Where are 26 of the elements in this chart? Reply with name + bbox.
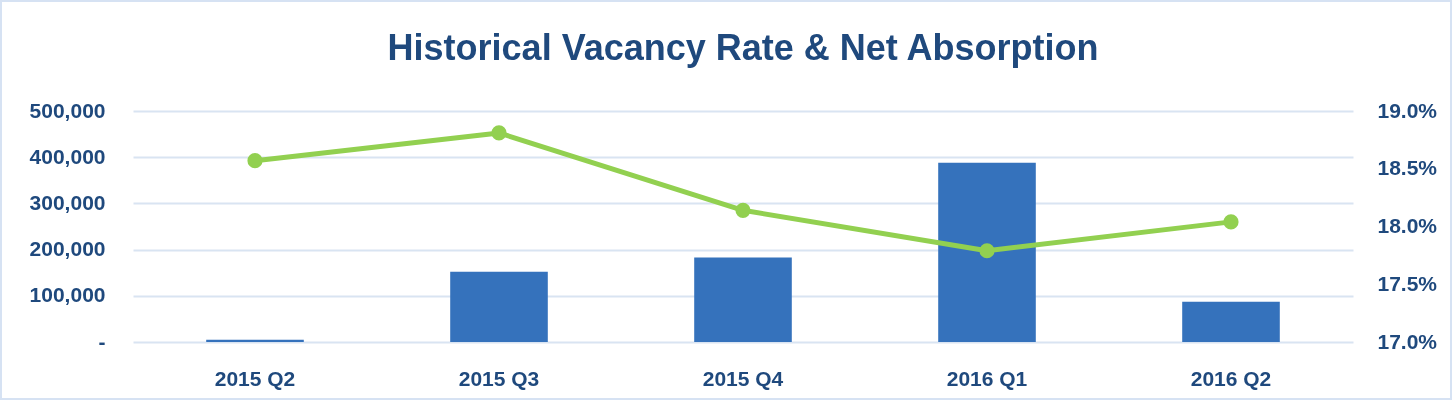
chart-title: Historical Vacancy Rate & Net Absorption [387, 27, 1099, 68]
x-tick-label: 2015 Q3 [458, 366, 540, 390]
bar [938, 162, 1036, 342]
y2-tick-label: 17.5% [1377, 271, 1438, 295]
y2-tick-label: 19.0% [1377, 98, 1438, 122]
bar [1182, 301, 1280, 342]
y2-tick-label: 17.0% [1377, 329, 1438, 353]
bar [694, 257, 792, 342]
y-tick-label: 300,000 [29, 190, 106, 214]
y2-tick-label: 18.5% [1377, 156, 1438, 180]
x-tick-label: 2016 Q1 [946, 366, 1028, 390]
point [735, 202, 751, 218]
x-tick-label: 2015 Q2 [214, 366, 296, 390]
point [247, 153, 263, 169]
y2-tick-label: 18.0% [1377, 214, 1438, 237]
y-tick-label: 200,000 [29, 237, 106, 261]
point [979, 243, 995, 259]
y-tick-label: 400,000 [29, 144, 106, 168]
point [491, 125, 507, 141]
x-tick-label: 2015 Q4 [702, 366, 784, 390]
y-tick-label: 500,000 [29, 98, 106, 122]
point [1223, 214, 1239, 230]
bar [450, 271, 548, 342]
y-tick-label: - [98, 329, 106, 353]
x-tick-label: 2016 Q2 [1190, 366, 1272, 390]
y-tick-label: 100,000 [29, 283, 106, 307]
